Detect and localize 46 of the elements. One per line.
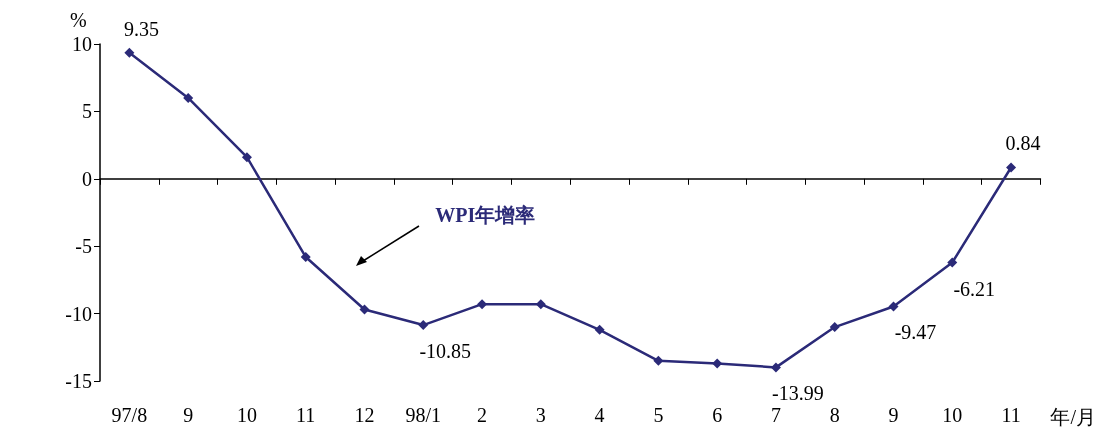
point (418, 320, 429, 331)
point (535, 299, 546, 310)
x-tick-label: 2 (477, 404, 488, 426)
data-label: 0.84 (1005, 132, 1041, 155)
x-tick-label: 5 (653, 404, 664, 426)
x-tick-label: 6 (712, 404, 723, 426)
y-tick-label: 10 (72, 33, 92, 55)
x-tick-label: 98/1 (405, 404, 442, 426)
point (712, 358, 723, 369)
point (300, 251, 311, 262)
x-tick-label: 8 (829, 404, 840, 426)
y-tick-label: -5 (75, 235, 92, 258)
point (594, 324, 605, 335)
data-label: -9.47 (894, 321, 937, 344)
point (241, 152, 252, 163)
x-tick-label: 9 (888, 404, 899, 426)
x-tick-label: 9 (183, 404, 194, 426)
point (947, 257, 958, 268)
point (653, 355, 664, 366)
point (888, 301, 899, 312)
data-label: -6.21 (953, 277, 996, 300)
x-tick-label: 10 (942, 404, 963, 426)
data-label: 9.35 (123, 17, 159, 40)
point (124, 47, 135, 58)
point (183, 92, 194, 103)
point (1006, 162, 1017, 173)
y-tick-label: 0 (82, 167, 92, 190)
data-label: -10.85 (419, 340, 472, 363)
x-axis-title: 年/月 (1050, 406, 1097, 428)
x-tick-label: 11 (296, 404, 316, 426)
x-tick-label: 4 (594, 404, 605, 426)
data-label: -13.99 (772, 382, 824, 405)
x-tick-label: 12 (354, 404, 375, 426)
y-tick-label: -10 (65, 302, 92, 325)
point (359, 304, 370, 315)
annotation: WPI年增率 (435, 204, 536, 227)
point (829, 322, 840, 333)
point (770, 362, 781, 373)
y-axis-title: % (70, 9, 87, 31)
x-tick-label: 11 (1001, 404, 1021, 426)
y-tick-label: -15 (65, 370, 92, 392)
x-tick-label: 7 (770, 404, 781, 426)
x-tick-label: 97/8 (111, 404, 148, 426)
x-tick-label: 10 (236, 404, 257, 426)
y-tick-label: 5 (82, 100, 92, 123)
x-tick-label: 3 (535, 404, 546, 426)
